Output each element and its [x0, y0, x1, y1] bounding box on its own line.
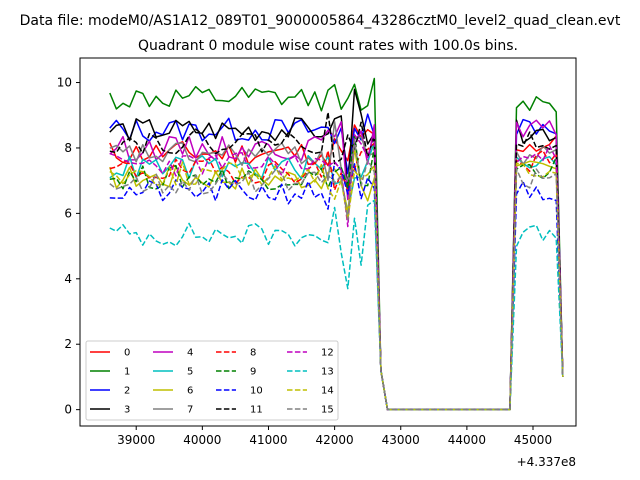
legend-label-12: 12 [321, 348, 334, 359]
y-tick-label: 4 [64, 272, 72, 286]
legend-frame [85, 340, 339, 421]
x-tick-label: 39000 [117, 433, 155, 447]
legend-label-3: 3 [124, 405, 130, 416]
x-axis-ticks: 39000 40000 41000 42000 43000 44000 45000 [117, 426, 552, 447]
x-tick-label: 40000 [183, 433, 221, 447]
legend-label-2: 2 [124, 386, 130, 397]
legend-label-7: 7 [187, 405, 193, 416]
legend-label-11: 11 [250, 405, 263, 416]
axes-frame [79, 57, 577, 427]
legend-label-13: 13 [321, 367, 334, 378]
x-tick-label: 41000 [249, 433, 287, 447]
x-offset-label: +4.337e8 [517, 455, 576, 469]
x-tick-label: 45000 [514, 433, 552, 447]
series-line-15 [109, 139, 564, 411]
y-tick-label: 6 [64, 206, 72, 220]
legend-label-5: 5 [187, 367, 193, 378]
x-tick-label: 42000 [316, 433, 354, 447]
legend-label-8: 8 [250, 348, 256, 359]
legend-label-6: 6 [187, 386, 193, 397]
series-line-12 [109, 131, 564, 411]
legend-label-4: 4 [187, 348, 193, 359]
x-tick-label: 43000 [382, 433, 420, 447]
y-tick-label: 8 [64, 141, 72, 155]
legend-label-14: 14 [321, 386, 334, 397]
y-tick-label: 10 [57, 76, 72, 90]
legend-label-9: 9 [250, 367, 256, 378]
legend-label-10: 10 [250, 386, 263, 397]
legend-label-0: 0 [124, 348, 130, 359]
y-tick-label: 2 [64, 337, 72, 351]
chart-title: Quadrant 0 module wise count rates with … [138, 38, 518, 54]
x-tick-label: 44000 [448, 433, 486, 447]
legend-label-15: 15 [321, 405, 334, 416]
legend-label-1: 1 [124, 367, 130, 378]
series-lines [109, 77, 564, 411]
y-tick-label: 0 [64, 403, 72, 417]
figure-suptitle: Data file: modeM0/AS1A12_089T01_90000058… [20, 13, 621, 29]
y-axis-ticks: 0 2 4 6 8 10 [57, 76, 80, 417]
